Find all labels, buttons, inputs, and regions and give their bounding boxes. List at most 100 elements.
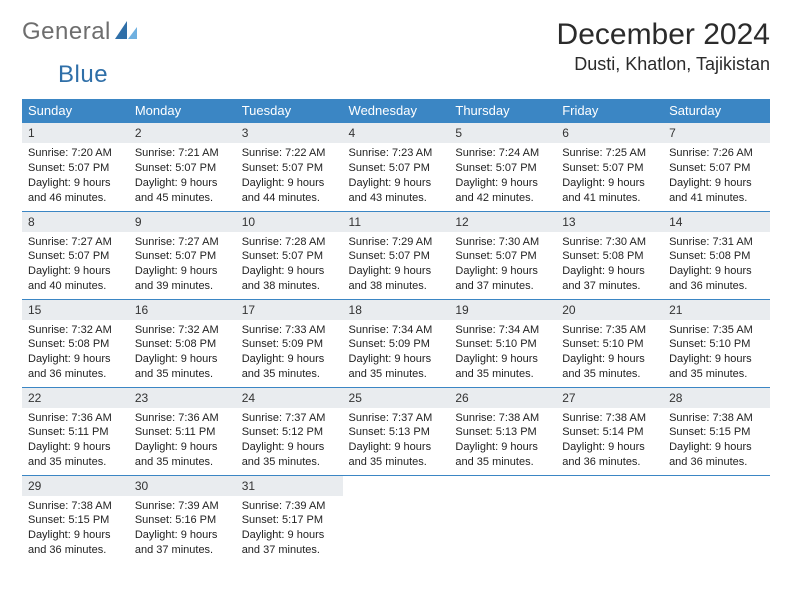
day-number: 22 [22,388,129,408]
month-title: December 2024 [557,18,770,52]
day-info: Sunrise: 7:32 AMSunset: 5:08 PMDaylight:… [129,320,236,386]
day-info: Sunrise: 7:26 AMSunset: 5:07 PMDaylight:… [663,143,770,209]
dayheader-thursday: Thursday [449,99,556,123]
day-text: Sunrise: 7:32 AMSunset: 5:08 PMDaylight:… [28,320,125,382]
calendar-day-cell: 18Sunrise: 7:34 AMSunset: 5:09 PMDayligh… [343,299,450,387]
day-text: Sunrise: 7:39 AMSunset: 5:16 PMDaylight:… [135,496,232,558]
day-info: Sunrise: 7:21 AMSunset: 5:07 PMDaylight:… [129,143,236,209]
day-text: Sunrise: 7:39 AMSunset: 5:17 PMDaylight:… [242,496,339,558]
calendar-day-cell: 16Sunrise: 7:32 AMSunset: 5:08 PMDayligh… [129,299,236,387]
day-number: 29 [22,476,129,496]
dayheader-tuesday: Tuesday [236,99,343,123]
day-info: Sunrise: 7:32 AMSunset: 5:08 PMDaylight:… [22,320,129,386]
calendar-day-cell: 4Sunrise: 7:23 AMSunset: 5:07 PMDaylight… [343,123,450,211]
calendar-day-cell: 20Sunrise: 7:35 AMSunset: 5:10 PMDayligh… [556,299,663,387]
day-number: 5 [449,123,556,143]
day-number: 28 [663,388,770,408]
calendar-day-cell [449,475,556,563]
day-info: Sunrise: 7:36 AMSunset: 5:11 PMDaylight:… [129,408,236,474]
calendar-day-cell: 15Sunrise: 7:32 AMSunset: 5:08 PMDayligh… [22,299,129,387]
calendar-day-cell: 8Sunrise: 7:27 AMSunset: 5:07 PMDaylight… [22,211,129,299]
dayheader-wednesday: Wednesday [343,99,450,123]
calendar-day-cell: 13Sunrise: 7:30 AMSunset: 5:08 PMDayligh… [556,211,663,299]
day-text: Sunrise: 7:21 AMSunset: 5:07 PMDaylight:… [135,143,232,205]
brand-logo: General [22,18,139,46]
calendar-day-cell: 21Sunrise: 7:35 AMSunset: 5:10 PMDayligh… [663,299,770,387]
day-info: Sunrise: 7:39 AMSunset: 5:16 PMDaylight:… [129,496,236,562]
day-info: Sunrise: 7:38 AMSunset: 5:14 PMDaylight:… [556,408,663,474]
day-info: Sunrise: 7:34 AMSunset: 5:10 PMDaylight:… [449,320,556,386]
day-number: 3 [236,123,343,143]
calendar-day-cell: 10Sunrise: 7:28 AMSunset: 5:07 PMDayligh… [236,211,343,299]
dayheader-monday: Monday [129,99,236,123]
day-text: Sunrise: 7:36 AMSunset: 5:11 PMDaylight:… [135,408,232,470]
dayheader-friday: Friday [556,99,663,123]
calendar-day-cell: 1Sunrise: 7:20 AMSunset: 5:07 PMDaylight… [22,123,129,211]
day-info: Sunrise: 7:24 AMSunset: 5:07 PMDaylight:… [449,143,556,209]
day-info: Sunrise: 7:20 AMSunset: 5:07 PMDaylight:… [22,143,129,209]
day-number: 26 [449,388,556,408]
calendar-body: 1Sunrise: 7:20 AMSunset: 5:07 PMDaylight… [22,123,770,563]
day-text: Sunrise: 7:30 AMSunset: 5:07 PMDaylight:… [455,232,552,294]
day-number: 30 [129,476,236,496]
day-info: Sunrise: 7:34 AMSunset: 5:09 PMDaylight:… [343,320,450,386]
day-text: Sunrise: 7:27 AMSunset: 5:07 PMDaylight:… [135,232,232,294]
dayheader-saturday: Saturday [663,99,770,123]
day-text: Sunrise: 7:34 AMSunset: 5:10 PMDaylight:… [455,320,552,382]
day-number: 9 [129,212,236,232]
calendar-week-row: 8 Sunrise: 7:27 AMSunset: 5:07 PMDaylight… [22,211,770,299]
day-number: 25 [343,388,450,408]
calendar-day-cell: 12Sunrise: 7:30 AMSunset: 5:07 PMDayligh… [449,211,556,299]
calendar-week-row: 15Sunrise: 7:32 AMSunset: 5:08 PMDayligh… [22,299,770,387]
day-text: Sunrise: 7:35 AMSunset: 5:10 PMDaylight:… [669,320,766,382]
calendar-day-cell: 23Sunrise: 7:36 AMSunset: 5:11 PMDayligh… [129,387,236,475]
day-number: 8 [22,212,129,232]
day-number: 27 [556,388,663,408]
day-text: Sunrise: 7:29 AMSunset: 5:07 PMDaylight:… [349,232,446,294]
day-info: Sunrise: 7:38 AMSunset: 5:15 PMDaylight:… [663,408,770,474]
day-number: 24 [236,388,343,408]
day-text: Sunrise: 7:24 AMSunset: 5:07 PMDaylight:… [455,143,552,205]
day-text: Sunrise: 7:25 AMSunset: 5:07 PMDaylight:… [562,143,659,205]
day-number: 15 [22,300,129,320]
day-text: Sunrise: 7:33 AMSunset: 5:09 PMDaylight:… [242,320,339,382]
day-text: Sunrise: 7:31 AMSunset: 5:08 PMDaylight:… [669,232,766,294]
calendar-day-cell: 27Sunrise: 7:38 AMSunset: 5:14 PMDayligh… [556,387,663,475]
brand-word-1: General [22,18,111,46]
calendar-day-cell [556,475,663,563]
day-number: 21 [663,300,770,320]
day-number: 12 [449,212,556,232]
calendar-day-cell: 9Sunrise: 7:27 AMSunset: 5:07 PMDaylight… [129,211,236,299]
calendar-day-cell: 19Sunrise: 7:34 AMSunset: 5:10 PMDayligh… [449,299,556,387]
calendar-day-cell: 24Sunrise: 7:37 AMSunset: 5:12 PMDayligh… [236,387,343,475]
calendar-day-cell: 7Sunrise: 7:26 AMSunset: 5:07 PMDaylight… [663,123,770,211]
dayheader-sunday: Sunday [22,99,129,123]
day-text: Sunrise: 7:37 AMSunset: 5:12 PMDaylight:… [242,408,339,470]
day-info: Sunrise: 7:31 AMSunset: 5:08 PMDaylight:… [663,232,770,298]
day-number: 2 [129,123,236,143]
calendar-header-row: Sunday Monday Tuesday Wednesday Thursday… [22,99,770,123]
calendar-day-cell: 3Sunrise: 7:22 AMSunset: 5:07 PMDaylight… [236,123,343,211]
day-number: 7 [663,123,770,143]
brand-word-2: Blue [58,61,108,88]
day-text: Sunrise: 7:26 AMSunset: 5:07 PMDaylight:… [669,143,766,205]
day-number: 23 [129,388,236,408]
day-info: Sunrise: 7:35 AMSunset: 5:10 PMDaylight:… [556,320,663,386]
day-info: Sunrise: 7:37 AMSunset: 5:12 PMDaylight:… [236,408,343,474]
day-info: Sunrise: 7:30 AMSunset: 5:08 PMDaylight:… [556,232,663,298]
day-text: Sunrise: 7:20 AMSunset: 5:07 PMDaylight:… [28,143,125,205]
day-info: Sunrise: 7:22 AMSunset: 5:07 PMDaylight:… [236,143,343,209]
calendar-week-row: 22 Sunrise: 7:36 AMSunset: 5:11 PMDayligh… [22,387,770,475]
calendar-day-cell [663,475,770,563]
calendar-day-cell [343,475,450,563]
calendar-day-cell: 29Sunrise: 7:38 AMSunset: 5:15 PMDayligh… [22,475,129,563]
calendar-week-row: 29Sunrise: 7:38 AMSunset: 5:15 PMDayligh… [22,475,770,563]
calendar-day-cell: 25Sunrise: 7:37 AMSunset: 5:13 PMDayligh… [343,387,450,475]
day-text: Sunrise: 7:38 AMSunset: 5:15 PMDaylight:… [669,408,766,470]
day-text: Sunrise: 7:22 AMSunset: 5:07 PMDaylight:… [242,143,339,205]
day-text: Sunrise: 7:38 AMSunset: 5:15 PMDaylight:… [28,496,125,558]
calendar-day-cell: 22Sunrise: 7:36 AMSunset: 5:11 PMDayligh… [22,387,129,475]
day-info: Sunrise: 7:38 AMSunset: 5:13 PMDaylight:… [449,408,556,474]
day-number: 16 [129,300,236,320]
day-text: Sunrise: 7:23 AMSunset: 5:07 PMDaylight:… [349,143,446,205]
